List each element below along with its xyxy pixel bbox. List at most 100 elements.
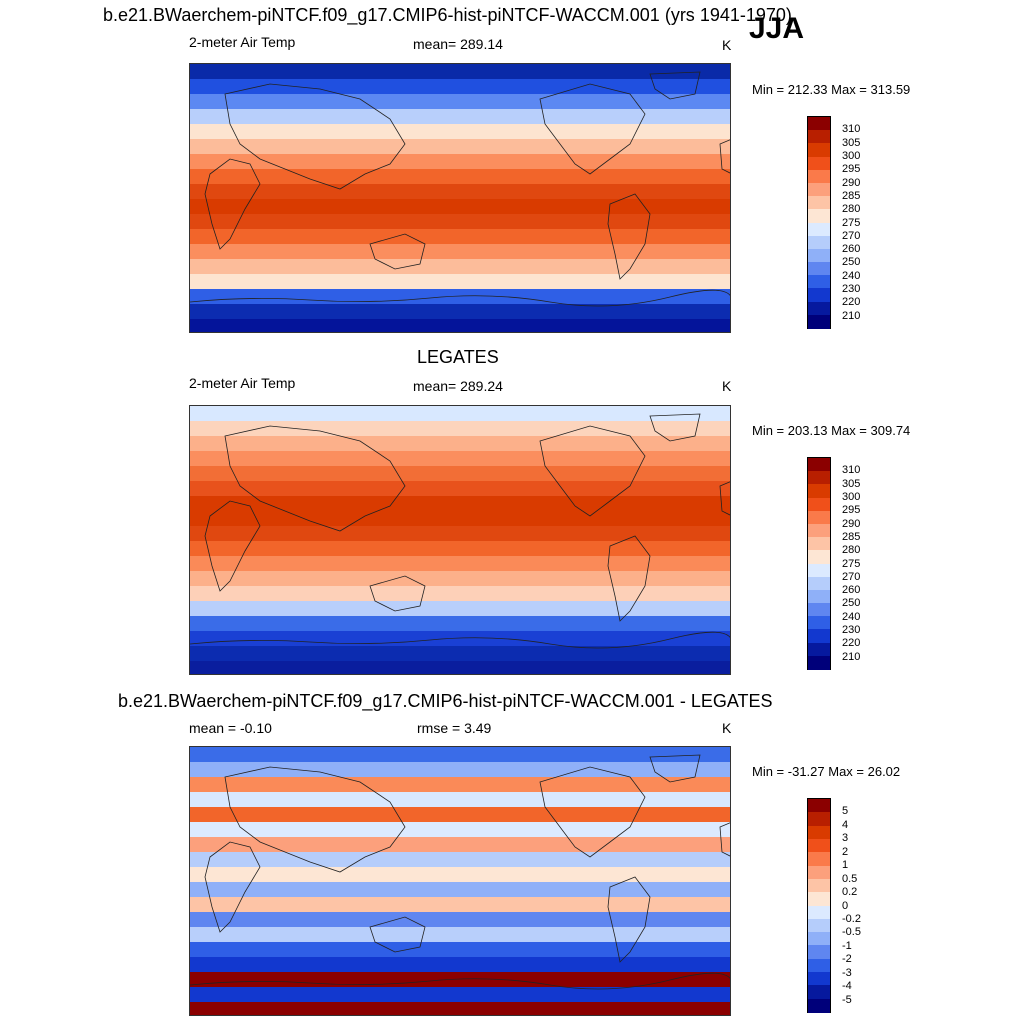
colorbar-segment bbox=[808, 248, 830, 263]
antarctica-coastline bbox=[190, 631, 730, 649]
colorbar-tick-label: 0.5 bbox=[842, 872, 858, 885]
panel-3-colorbar bbox=[807, 798, 831, 1013]
field-band bbox=[190, 852, 730, 868]
coastline bbox=[539, 766, 646, 858]
coastline bbox=[204, 841, 261, 933]
colorbar-segment bbox=[808, 642, 830, 657]
field-band bbox=[190, 762, 730, 778]
field-band bbox=[190, 94, 730, 110]
coastline bbox=[719, 481, 730, 516]
colorbar-tick-label: -1 bbox=[842, 939, 852, 952]
field-band bbox=[190, 526, 730, 542]
colorbar-segment bbox=[808, 301, 830, 316]
field-band bbox=[190, 214, 730, 230]
colorbar-segment bbox=[808, 262, 830, 276]
colorbar-segment bbox=[808, 143, 830, 158]
colorbar-segment bbox=[808, 275, 830, 289]
colorbar-segment bbox=[808, 288, 830, 303]
field-band bbox=[190, 541, 730, 557]
colorbar-segment bbox=[808, 972, 830, 986]
colorbar-segment bbox=[808, 892, 830, 906]
field-band bbox=[190, 184, 730, 200]
field-band bbox=[190, 64, 730, 80]
colorbar-segment bbox=[808, 878, 830, 893]
colorbar-segment bbox=[808, 998, 830, 1013]
field-band bbox=[190, 154, 730, 170]
panel-2-mean: mean= 289.24 bbox=[413, 378, 503, 394]
colorbar-tick-label: 210 bbox=[842, 650, 861, 663]
panel-1-map bbox=[189, 63, 731, 333]
field-band bbox=[190, 139, 730, 155]
field-band bbox=[190, 406, 730, 422]
colorbar-tick-label: 4 bbox=[842, 818, 849, 831]
field-band bbox=[190, 556, 730, 572]
colorbar-segment bbox=[808, 523, 830, 538]
colorbar-tick-label: 0 bbox=[842, 899, 849, 912]
field-band bbox=[190, 631, 730, 647]
colorbar-tick-label: -3 bbox=[842, 966, 852, 979]
field-band bbox=[190, 837, 730, 853]
coastline bbox=[649, 413, 701, 442]
colorbar-segment bbox=[808, 945, 830, 960]
colorbar-tick-label: 305 bbox=[842, 477, 861, 490]
colorbar-tick-label: 305 bbox=[842, 136, 861, 149]
field-band bbox=[190, 616, 730, 632]
colorbar-tick-label: 240 bbox=[842, 610, 861, 623]
panel-3-minmax: Min = -31.27 Max = 26.02 bbox=[752, 764, 901, 779]
colorbar-tick-label: 220 bbox=[842, 637, 861, 650]
field-band bbox=[190, 124, 730, 140]
colorbar-segment bbox=[808, 576, 830, 591]
panel-1-minmax: Min = 212.33 Max = 313.59 bbox=[752, 82, 911, 97]
coastline bbox=[224, 766, 406, 873]
field-band bbox=[190, 199, 730, 215]
colorbar-segment bbox=[808, 169, 830, 184]
colorbar-tick-label: -2 bbox=[842, 953, 852, 966]
field-band bbox=[190, 792, 730, 808]
colorbar-segment bbox=[808, 550, 830, 564]
colorbar-segment bbox=[808, 799, 830, 813]
season-label: JJA bbox=[749, 12, 805, 45]
field-band bbox=[190, 972, 730, 988]
field-band bbox=[190, 451, 730, 467]
panel-1-colorbar bbox=[807, 116, 831, 329]
colorbar-tick-label: 275 bbox=[842, 216, 861, 229]
panel-3-map bbox=[189, 746, 731, 1016]
colorbar-segment bbox=[808, 537, 830, 551]
panel-3-title: b.e21.BWaerchem-piNTCF.f09_g17.CMIP6-his… bbox=[118, 691, 773, 711]
coastline bbox=[719, 822, 730, 857]
panel-1-variable: 2-meter Air Temp bbox=[189, 34, 296, 50]
coastline bbox=[719, 139, 730, 174]
coastline bbox=[224, 83, 406, 190]
panel-3-map-field bbox=[190, 747, 730, 1015]
colorbar-tick-label: 250 bbox=[842, 597, 861, 610]
panel-2-colorbar bbox=[807, 457, 831, 670]
colorbar-segment bbox=[808, 958, 830, 973]
field-band bbox=[190, 481, 730, 497]
panel-1-title: b.e21.BWaerchem-piNTCF.f09_g17.CMIP6-his… bbox=[103, 5, 792, 25]
field-band bbox=[190, 747, 730, 763]
field-band bbox=[190, 987, 730, 1003]
colorbar-tick-label: -0.5 bbox=[842, 926, 861, 939]
colorbar-tick-label: -5 bbox=[842, 993, 852, 1006]
colorbar-tick-label: 250 bbox=[842, 256, 861, 269]
colorbar-tick-label: 300 bbox=[842, 490, 861, 503]
coastline bbox=[607, 535, 651, 622]
field-band bbox=[190, 882, 730, 898]
field-band bbox=[190, 259, 730, 275]
coastline bbox=[369, 916, 426, 953]
field-band bbox=[190, 289, 730, 305]
field-band bbox=[190, 511, 730, 527]
colorbar-tick-label: 230 bbox=[842, 624, 861, 637]
colorbar-tick-label: 3 bbox=[842, 832, 849, 845]
coastline bbox=[369, 575, 426, 612]
colorbar-tick-label: 260 bbox=[842, 584, 861, 597]
colorbar-tick-label: -0.2 bbox=[842, 912, 861, 925]
colorbar-tick-label: 275 bbox=[842, 557, 861, 570]
colorbar-segment bbox=[808, 852, 830, 867]
coastline bbox=[204, 158, 261, 250]
antarctica-coastline bbox=[190, 289, 730, 307]
colorbar-tick-label: 260 bbox=[842, 243, 861, 256]
colorbar-tick-label: 0.2 bbox=[842, 886, 858, 899]
colorbar-segment bbox=[808, 616, 830, 630]
field-band bbox=[190, 229, 730, 245]
